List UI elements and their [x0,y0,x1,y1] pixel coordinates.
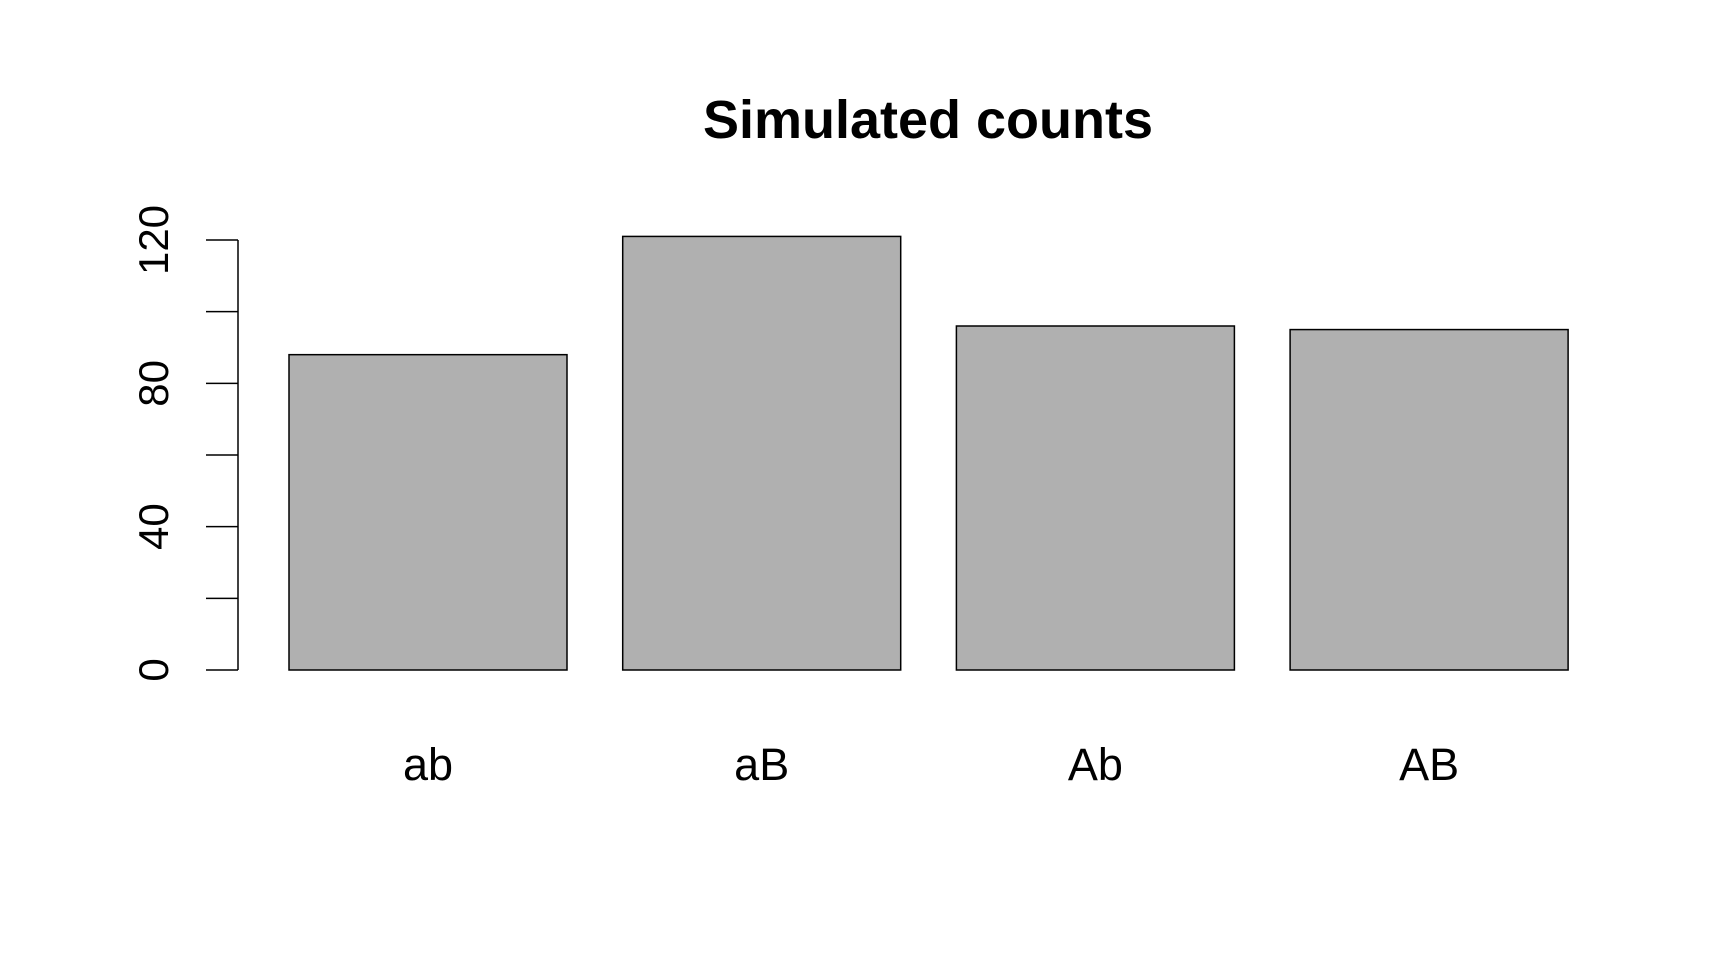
x-category-label: ab [403,739,453,790]
x-category-label: Ab [1068,739,1123,790]
y-tick-label: 80 [130,360,177,407]
y-tick-label: 120 [130,205,177,275]
x-category-label: aB [734,739,789,790]
y-tick-label: 40 [130,503,177,550]
y-axis: 0 40 80 120 [130,205,239,682]
bar-AB [1289,328,1569,671]
x-axis-labels: ab aB Ab AB [403,739,1459,790]
bar-aB [621,235,902,671]
x-category-label: AB [1399,739,1459,790]
chart-title: Simulated counts [703,90,1153,150]
bars-group [288,235,1569,671]
y-tick-label: 0 [130,658,177,681]
bar-ab [288,353,568,671]
bar-Ab [955,325,1236,671]
